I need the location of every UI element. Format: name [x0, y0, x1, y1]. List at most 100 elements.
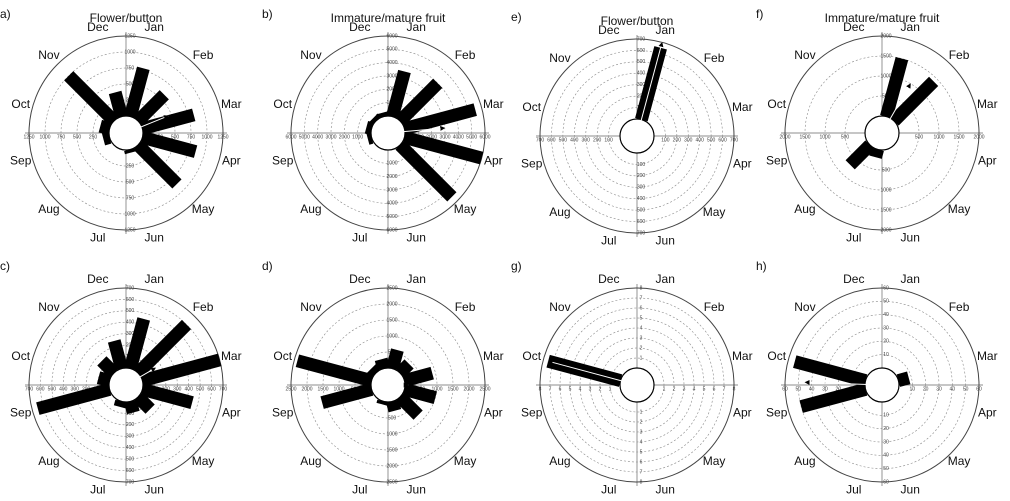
- tick-label: 2000: [386, 174, 397, 180]
- month-label: Jun: [656, 233, 675, 247]
- grid-ring: [596, 95, 678, 177]
- grid-ring: [338, 335, 438, 435]
- tick-label: 7: [640, 469, 643, 475]
- grid-ring: [28, 287, 224, 483]
- bar: [896, 371, 911, 387]
- tick-label: 10: [883, 352, 889, 358]
- bar: [140, 131, 198, 158]
- grid-ring: [573, 72, 701, 200]
- month-label: Sep: [766, 405, 788, 419]
- grid-ring: [562, 61, 712, 211]
- tick-label: 5: [640, 449, 643, 455]
- month-label: Apr: [733, 156, 752, 170]
- panel-title: Immature/mature fruit: [825, 11, 940, 25]
- tick-label: 50: [883, 466, 889, 472]
- grid-ring: [811, 314, 953, 456]
- grid-ring: [824, 75, 940, 191]
- tick-label: 1: [640, 409, 643, 415]
- grid-ring: [804, 55, 960, 211]
- month-label: Sep: [10, 405, 32, 419]
- tick-label: 1000: [124, 49, 135, 55]
- tick-label: 500: [126, 179, 135, 185]
- month-label: Aug: [794, 202, 815, 216]
- tick-label: 500: [126, 81, 135, 87]
- tick-label: 1000: [386, 333, 397, 339]
- bar: [36, 383, 112, 415]
- grid-ring: [28, 35, 224, 231]
- month-label: Mar: [483, 349, 504, 363]
- month-label: Dec: [843, 272, 864, 286]
- grid-ring: [585, 84, 689, 188]
- month-label: Jun: [145, 482, 164, 496]
- bar: [133, 140, 182, 189]
- month-label: Feb: [949, 48, 970, 62]
- tick-label: 1000: [352, 134, 363, 140]
- grid-ring: [609, 357, 665, 413]
- month-label: Jun: [407, 230, 426, 244]
- rose-panel: g) 1 1 1 1 2 2 2 2 3 3 3 3 4 4 4 4 5 5 5 5 6 6 6 6 7 7 7 7 8 8 8 8 Jan Feb…: [511, 259, 753, 496]
- month-label: Jun: [901, 482, 920, 496]
- tick-label: 20: [883, 426, 889, 432]
- tick-label: 1: [609, 386, 612, 392]
- tick-label: 1500: [880, 53, 891, 59]
- month-label: Apr: [222, 405, 241, 419]
- tick-label: 100: [604, 137, 613, 143]
- month-label: Jul: [846, 482, 861, 496]
- panel-label: h): [756, 259, 767, 273]
- rose-panel: c)10010010010020020020020030030030030040…: [0, 259, 242, 496]
- month-label: Jul: [90, 230, 105, 244]
- tick-label: 4000: [386, 60, 397, 66]
- tick-label: 4000: [386, 201, 397, 207]
- mean-vector: [547, 359, 638, 386]
- month-label: Aug: [300, 202, 321, 216]
- month-label: Apr: [484, 153, 503, 167]
- month-label: Aug: [549, 205, 570, 219]
- tick-label: 2500: [386, 285, 397, 291]
- month-label: Apr: [978, 405, 997, 419]
- month-label: Dec: [87, 20, 108, 34]
- month-label: Nov: [794, 300, 815, 314]
- tick-label: 700: [126, 479, 135, 485]
- month-label: Oct: [522, 100, 541, 114]
- tick-label: 3000: [386, 73, 397, 79]
- month-label: Feb: [193, 300, 214, 314]
- tick-label: 1: [640, 355, 643, 361]
- tick-label: 1250: [23, 134, 34, 140]
- month-label: Dec: [349, 20, 370, 34]
- tick-label: 400: [637, 71, 646, 77]
- month-label: May: [454, 202, 477, 216]
- panel-label: g): [511, 259, 522, 273]
- tick-label: 2: [599, 386, 602, 392]
- tick-label: 1500: [317, 386, 328, 392]
- tick-label: 5000: [386, 47, 397, 53]
- bar: [113, 399, 128, 409]
- panel-label: a): [0, 7, 11, 21]
- tick-label: 20: [883, 339, 889, 345]
- tick-label: 300: [637, 82, 646, 88]
- month-label: Dec: [349, 272, 370, 286]
- bar: [880, 56, 909, 119]
- tick-label: 1000: [386, 431, 397, 437]
- tick-label: 500: [637, 59, 646, 65]
- bar: [793, 355, 868, 387]
- tick-label: 3000: [325, 134, 336, 140]
- tick-label: 6000: [479, 134, 490, 140]
- tick-label: 2: [640, 345, 643, 351]
- grid-ring: [92, 99, 160, 167]
- month-label: Dec: [598, 23, 619, 37]
- month-label: Nov: [549, 300, 570, 314]
- grid-ring: [40, 299, 212, 471]
- month-label: Jun: [407, 482, 426, 496]
- tick-label: 2500: [386, 479, 397, 485]
- tick-label: 500: [126, 308, 135, 314]
- month-label: Mar: [977, 349, 998, 363]
- panel-label: b): [262, 7, 273, 21]
- tick-label: 2000: [386, 301, 397, 307]
- rose-panel: h)10101010202020203030303040404040505050…: [756, 259, 998, 496]
- tick-label: 500: [171, 134, 180, 140]
- month-label: Jan: [656, 272, 675, 286]
- bar: [133, 392, 155, 414]
- tick-label: 60: [883, 479, 889, 485]
- tick-label: 5: [703, 386, 706, 392]
- grid-ring: [824, 327, 940, 443]
